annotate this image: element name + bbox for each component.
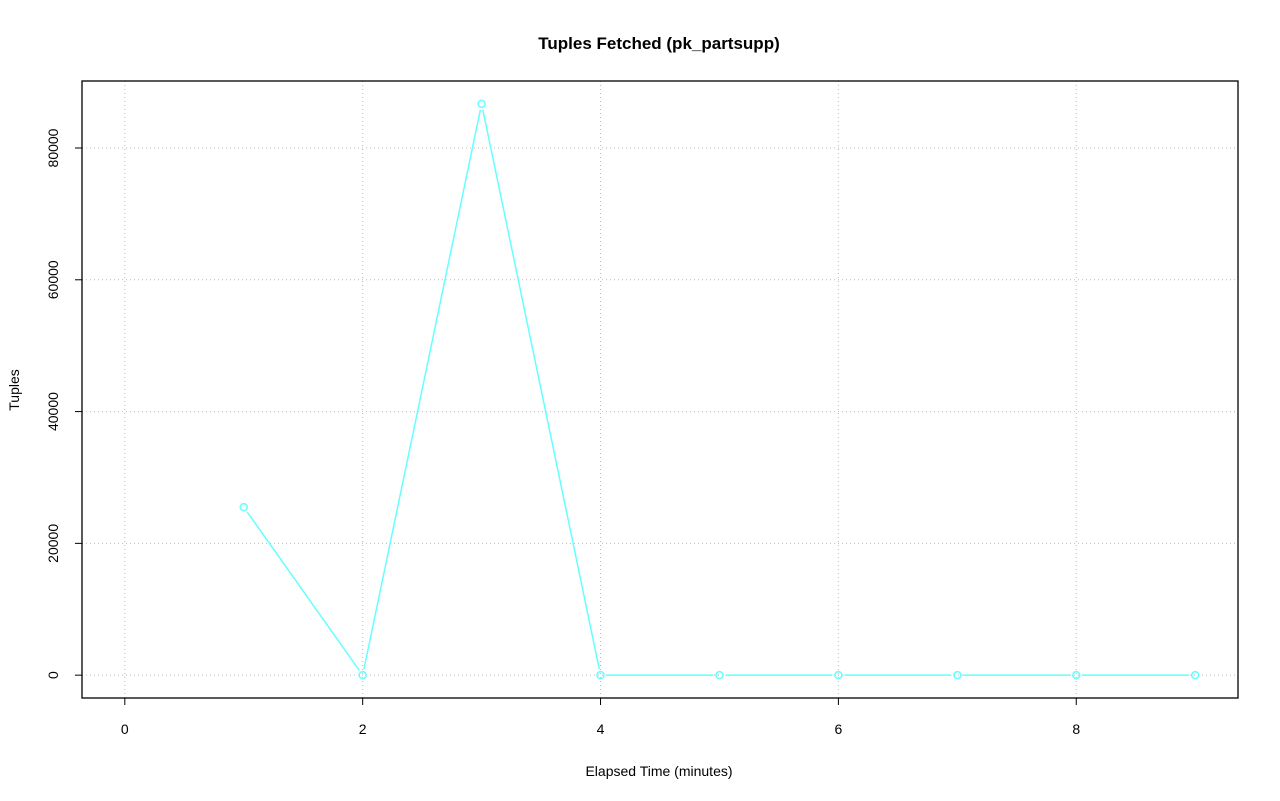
series-line-segment xyxy=(482,109,601,670)
series-layer xyxy=(239,99,1200,680)
x-tick-label: 2 xyxy=(359,721,367,737)
y-tick-label: 80000 xyxy=(45,128,61,167)
chart-title: Tuples Fetched (pk_partsupp) xyxy=(538,34,780,53)
data-point xyxy=(358,670,367,680)
y-axis-label: Tuples xyxy=(6,369,22,411)
axes: 0 2 4 6 8 0 20000 40000 60000 80000 xyxy=(45,128,1080,737)
y-tick-label: 0 xyxy=(45,671,61,679)
data-point xyxy=(1072,670,1081,680)
series-line-segment xyxy=(246,511,360,671)
data-point xyxy=(834,670,843,680)
grid xyxy=(82,81,1238,698)
y-tick-label: 20000 xyxy=(45,524,61,563)
x-tick-label: 4 xyxy=(597,721,605,737)
y-tick-label: 60000 xyxy=(45,260,61,299)
x-axis-label: Elapsed Time (minutes) xyxy=(585,763,732,779)
data-point xyxy=(1190,670,1200,680)
data-point xyxy=(239,502,248,512)
x-tick-label: 8 xyxy=(1072,721,1080,737)
x-tick-label: 0 xyxy=(121,721,129,737)
data-point xyxy=(953,670,962,680)
data-point xyxy=(715,670,724,680)
data-point xyxy=(596,670,605,680)
x-tick-label: 6 xyxy=(834,721,842,737)
y-tick-label: 40000 xyxy=(45,392,61,431)
series-line-segment xyxy=(363,109,482,670)
data-point xyxy=(477,99,486,109)
plot-frame xyxy=(81,80,1239,699)
